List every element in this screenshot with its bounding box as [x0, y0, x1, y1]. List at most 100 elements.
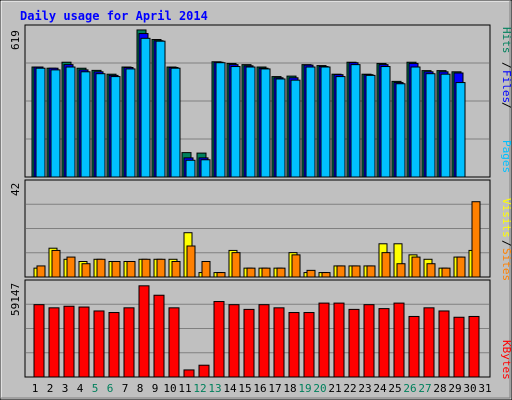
bar-sites-day-7 — [126, 261, 136, 278]
x-tick-label: 21 — [328, 382, 341, 395]
legend-hits-label: Hits — [500, 27, 512, 54]
bar-pages-day-17 — [275, 78, 286, 178]
bar-kbytes-day-11 — [183, 369, 195, 378]
bar-kbytes-day-21 — [333, 302, 345, 378]
x-tick-label: 25 — [388, 382, 401, 395]
legend-visits: Sites / Visits — [500, 198, 512, 281]
x-tick-label: 28 — [433, 382, 446, 395]
bar-sites-day-1 — [36, 265, 46, 278]
bar-sites-day-16 — [261, 267, 271, 278]
x-tick-label: 3 — [62, 382, 69, 395]
bar-sites-day-18 — [291, 254, 301, 278]
bar-pages-day-11 — [185, 159, 196, 178]
bar-sites-day-25 — [396, 263, 406, 278]
bar-pages-day-3 — [65, 66, 76, 178]
bar-pages-day-28 — [440, 73, 451, 178]
x-tick-label: 13 — [208, 382, 221, 395]
x-axis-labels: 1 2 3 4 5 6 7 8 9 10 11 12 13 14 15 16 17 18 19 20 21 22 23 24 2… — [32, 382, 492, 395]
bar-kbytes-day-26 — [408, 315, 420, 378]
bar-kbytes-day-25 — [393, 302, 405, 378]
bar-sites-day-24 — [381, 252, 391, 278]
bar-pages-day-14 — [230, 66, 241, 178]
x-tick-label: 23 — [358, 382, 371, 395]
bar-pages-day-8 — [140, 37, 151, 178]
panel-hits-ymax: 619 — [9, 30, 22, 50]
x-tick-label: 31 — [478, 382, 491, 395]
bar-sites-day-6 — [111, 261, 121, 278]
legend-sep-2: / — [500, 62, 512, 69]
x-tick-label: 20 — [313, 382, 326, 395]
x-tick-label: 27 — [418, 382, 431, 395]
legend-kbytes-label: KBytes — [500, 340, 512, 380]
x-tick-label: 6 — [107, 382, 114, 395]
bar-kbytes-day-20 — [318, 302, 330, 378]
bar-kbytes-day-3 — [63, 305, 75, 378]
bar-kbytes-day-2 — [48, 307, 60, 378]
bar-pages-day-20 — [320, 66, 331, 178]
legend-sep-3: / — [500, 240, 512, 247]
x-tick-label: 7 — [122, 382, 129, 395]
bar-pages-day-12 — [200, 159, 211, 178]
panel-hits-bars — [31, 29, 466, 178]
bar-pages-day-24 — [380, 66, 391, 178]
panel-hits: 619 Pages / Files / Hits — [9, 24, 512, 178]
bar-kbytes-day-6 — [108, 312, 120, 378]
bar-sites-day-8 — [141, 258, 151, 278]
panel-visits-bars — [33, 201, 481, 278]
bar-kbytes-day-8 — [138, 285, 150, 378]
bar-kbytes-day-7 — [123, 307, 135, 378]
bar-pages-day-1 — [35, 67, 46, 178]
x-tick-label: 26 — [403, 382, 416, 395]
bar-sites-day-22 — [351, 265, 361, 278]
bar-sites-day-14 — [231, 252, 241, 278]
bar-sites-day-4 — [81, 263, 91, 278]
chart-title: Daily usage for April 2014 — [20, 9, 208, 23]
legend-sep-1: / — [500, 102, 512, 109]
bar-pages-day-27 — [425, 73, 436, 178]
bar-pages-day-15 — [245, 66, 256, 178]
bar-kbytes-day-15 — [243, 308, 255, 378]
x-tick-label: 10 — [163, 382, 176, 395]
bar-sites-day-9 — [156, 258, 166, 278]
bar-sites-day-15 — [246, 267, 256, 278]
bar-kbytes-day-19 — [303, 312, 315, 378]
x-tick-label: 30 — [463, 382, 476, 395]
legend-visits-label: Visits — [500, 198, 512, 238]
bar-pages-day-26 — [410, 66, 421, 178]
bar-sites-day-17 — [276, 267, 286, 278]
x-tick-label: 15 — [238, 382, 251, 395]
panel-visits-ymax: 42 — [9, 183, 22, 196]
x-tick-label: 5 — [92, 382, 99, 395]
bar-sites-day-11 — [186, 245, 196, 278]
bar-pages-day-10 — [170, 67, 181, 178]
bar-pages-day-23 — [365, 74, 376, 178]
x-tick-label: 4 — [77, 382, 84, 395]
bar-pages-day-2 — [50, 69, 61, 178]
bar-sites-day-3 — [66, 256, 76, 278]
bar-kbytes-day-24 — [378, 308, 390, 378]
bar-kbytes-day-4 — [78, 306, 90, 378]
x-tick-label: 24 — [373, 382, 387, 395]
bar-pages-day-25 — [395, 83, 406, 178]
bar-pages-day-22 — [350, 64, 361, 178]
bar-sites-day-28 — [441, 267, 451, 278]
bar-sites-day-2 — [51, 249, 61, 278]
x-tick-label: 12 — [193, 382, 206, 395]
legend-kbytes: KBytes — [500, 340, 512, 380]
panel-kbytes-ymax: 59147 — [9, 283, 22, 316]
x-tick-label: 9 — [152, 382, 159, 395]
bar-kbytes-day-13 — [213, 301, 225, 378]
bar-sites-day-26 — [411, 256, 421, 278]
panel-visits-grid — [26, 203, 489, 254]
bar-pages-day-4 — [80, 71, 91, 178]
bar-sites-day-12 — [201, 261, 211, 278]
bar-kbytes-day-29 — [453, 316, 465, 378]
panel-kbytes: 59147 KBytes — [9, 279, 512, 380]
x-tick-label: 19 — [298, 382, 311, 395]
bar-kbytes-day-17 — [273, 307, 285, 378]
bar-kbytes-day-12 — [198, 364, 210, 378]
bar-pages-day-6 — [110, 76, 121, 178]
bar-kbytes-day-16 — [258, 304, 270, 378]
bar-pages-day-9 — [155, 40, 166, 178]
